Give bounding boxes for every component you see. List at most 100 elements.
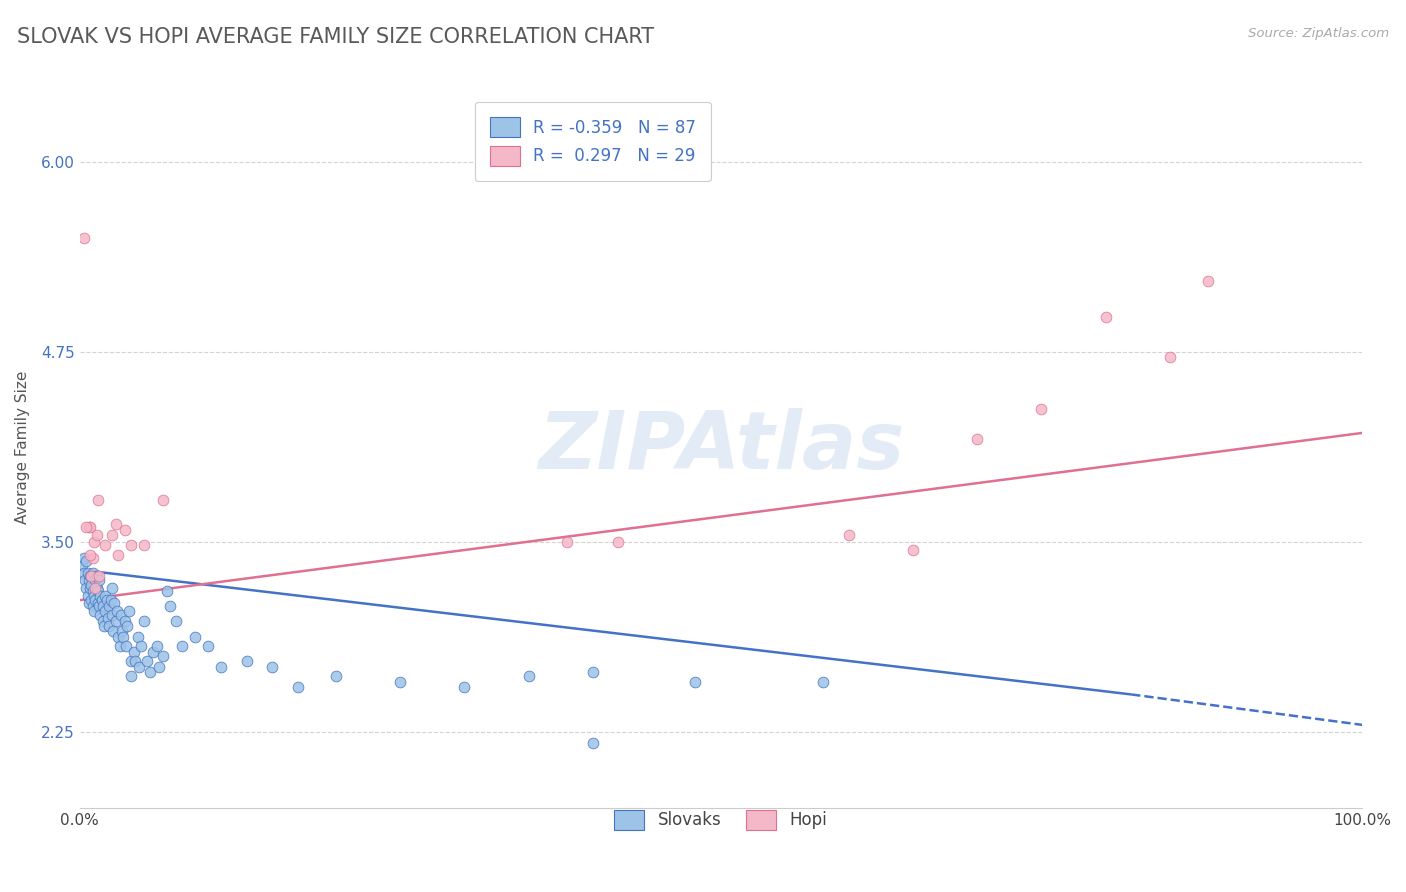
Point <box>82 566 104 580</box>
Point <box>148 660 170 674</box>
Point <box>235 654 257 668</box>
Point <box>135 654 157 668</box>
Point <box>91 615 114 629</box>
Point <box>139 665 162 679</box>
Point <box>103 624 125 638</box>
Point <box>813 675 835 690</box>
Point <box>86 528 108 542</box>
Point <box>114 615 136 629</box>
Point <box>325 669 347 683</box>
Point <box>159 599 181 614</box>
Point <box>73 566 96 580</box>
Point <box>105 604 128 618</box>
Point <box>142 645 165 659</box>
Point <box>98 619 121 633</box>
Point <box>94 589 117 603</box>
Point <box>1031 401 1053 416</box>
Point <box>82 550 104 565</box>
Point <box>73 574 96 588</box>
Y-axis label: Average Family Size: Average Family Size <box>15 371 30 524</box>
Point <box>903 543 925 558</box>
Point <box>607 535 630 549</box>
Point <box>79 569 101 583</box>
Point <box>87 569 110 583</box>
Point <box>838 528 860 542</box>
Text: Source: ZipAtlas.com: Source: ZipAtlas.com <box>1249 27 1389 40</box>
Text: ZIPAtlas: ZIPAtlas <box>538 409 904 486</box>
Point <box>453 680 475 694</box>
Point <box>87 599 110 614</box>
Point <box>101 608 124 623</box>
Point <box>89 589 111 603</box>
Point <box>75 581 97 595</box>
Point <box>72 558 94 573</box>
Point <box>107 548 129 562</box>
Point <box>91 599 114 614</box>
Point <box>108 639 131 653</box>
Point <box>73 550 96 565</box>
Point <box>115 639 138 653</box>
Point <box>75 554 97 568</box>
Legend: Slovaks, Hopi: Slovaks, Hopi <box>600 797 841 844</box>
Point <box>86 569 108 583</box>
Point <box>77 596 100 610</box>
Point <box>77 574 100 588</box>
Point <box>117 619 139 633</box>
Point <box>79 581 101 595</box>
Point <box>110 608 132 623</box>
Point <box>1159 350 1181 364</box>
Point <box>82 584 104 599</box>
Point <box>120 669 142 683</box>
Point <box>128 660 150 674</box>
Point <box>172 639 194 653</box>
Point <box>93 619 115 633</box>
Point <box>90 593 112 607</box>
Point <box>84 593 107 607</box>
Point <box>80 569 103 583</box>
Point <box>262 660 284 674</box>
Point <box>87 492 110 507</box>
Point <box>112 630 135 644</box>
Point <box>517 669 540 683</box>
Point <box>83 589 105 603</box>
Point <box>209 660 232 674</box>
Point <box>98 599 121 614</box>
Point <box>79 548 101 562</box>
Point <box>122 645 145 659</box>
Point <box>120 654 142 668</box>
Point <box>101 528 124 542</box>
Point <box>101 581 124 595</box>
Point <box>76 566 98 580</box>
Point <box>131 639 153 653</box>
Point <box>103 596 125 610</box>
Point <box>73 231 96 245</box>
Point <box>1197 274 1219 288</box>
Point <box>96 593 118 607</box>
Text: SLOVAK VS HOPI AVERAGE FAMILY SIZE CORRELATION CHART: SLOVAK VS HOPI AVERAGE FAMILY SIZE CORRE… <box>17 27 654 46</box>
Point <box>124 654 146 668</box>
Point <box>83 604 105 618</box>
Point <box>389 675 412 690</box>
Point <box>84 581 107 595</box>
Point <box>79 520 101 534</box>
Point <box>107 630 129 644</box>
Point <box>152 649 174 664</box>
Point <box>165 615 187 629</box>
Point <box>287 680 309 694</box>
Point <box>132 615 155 629</box>
Point <box>94 538 117 552</box>
Point <box>104 517 127 532</box>
Point <box>87 574 110 588</box>
Point <box>82 599 104 614</box>
Point <box>87 584 110 599</box>
Point <box>75 520 97 534</box>
Point <box>156 584 179 599</box>
Point <box>146 639 169 653</box>
Point <box>152 492 174 507</box>
Point <box>104 615 127 629</box>
Point <box>582 665 605 679</box>
Point <box>100 593 122 607</box>
Point <box>86 581 108 595</box>
Point <box>89 608 111 623</box>
Point <box>111 624 134 638</box>
